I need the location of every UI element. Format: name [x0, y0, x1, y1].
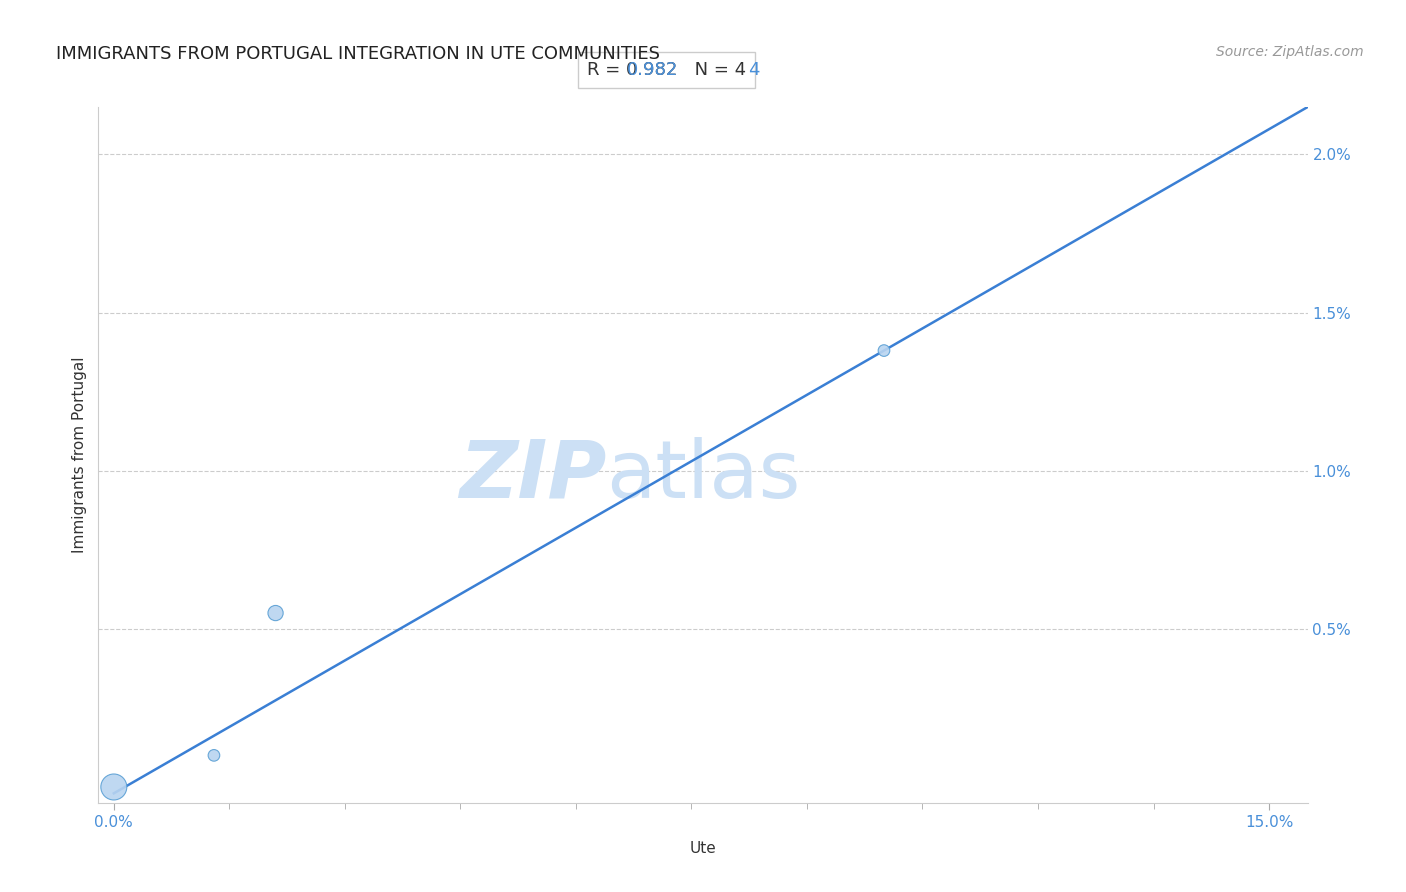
Y-axis label: Immigrants from Portugal: Immigrants from Portugal [72, 357, 87, 553]
Text: ZIP: ZIP [458, 437, 606, 515]
Point [202, 748, 225, 763]
Point [103, 780, 125, 794]
Text: IMMIGRANTS FROM PORTUGAL INTEGRATION IN UTE COMMUNITIES: IMMIGRANTS FROM PORTUGAL INTEGRATION IN … [56, 45, 661, 62]
Text: Source: ZipAtlas.com: Source: ZipAtlas.com [1216, 45, 1364, 59]
Text: 4: 4 [748, 62, 759, 79]
Point [873, 343, 896, 358]
Point [264, 606, 287, 620]
Text: atlas: atlas [606, 437, 800, 515]
Text: 0.982: 0.982 [627, 62, 678, 79]
Text: R = 0.982   N = 4: R = 0.982 N = 4 [588, 62, 747, 79]
X-axis label: Ute: Ute [689, 841, 717, 855]
